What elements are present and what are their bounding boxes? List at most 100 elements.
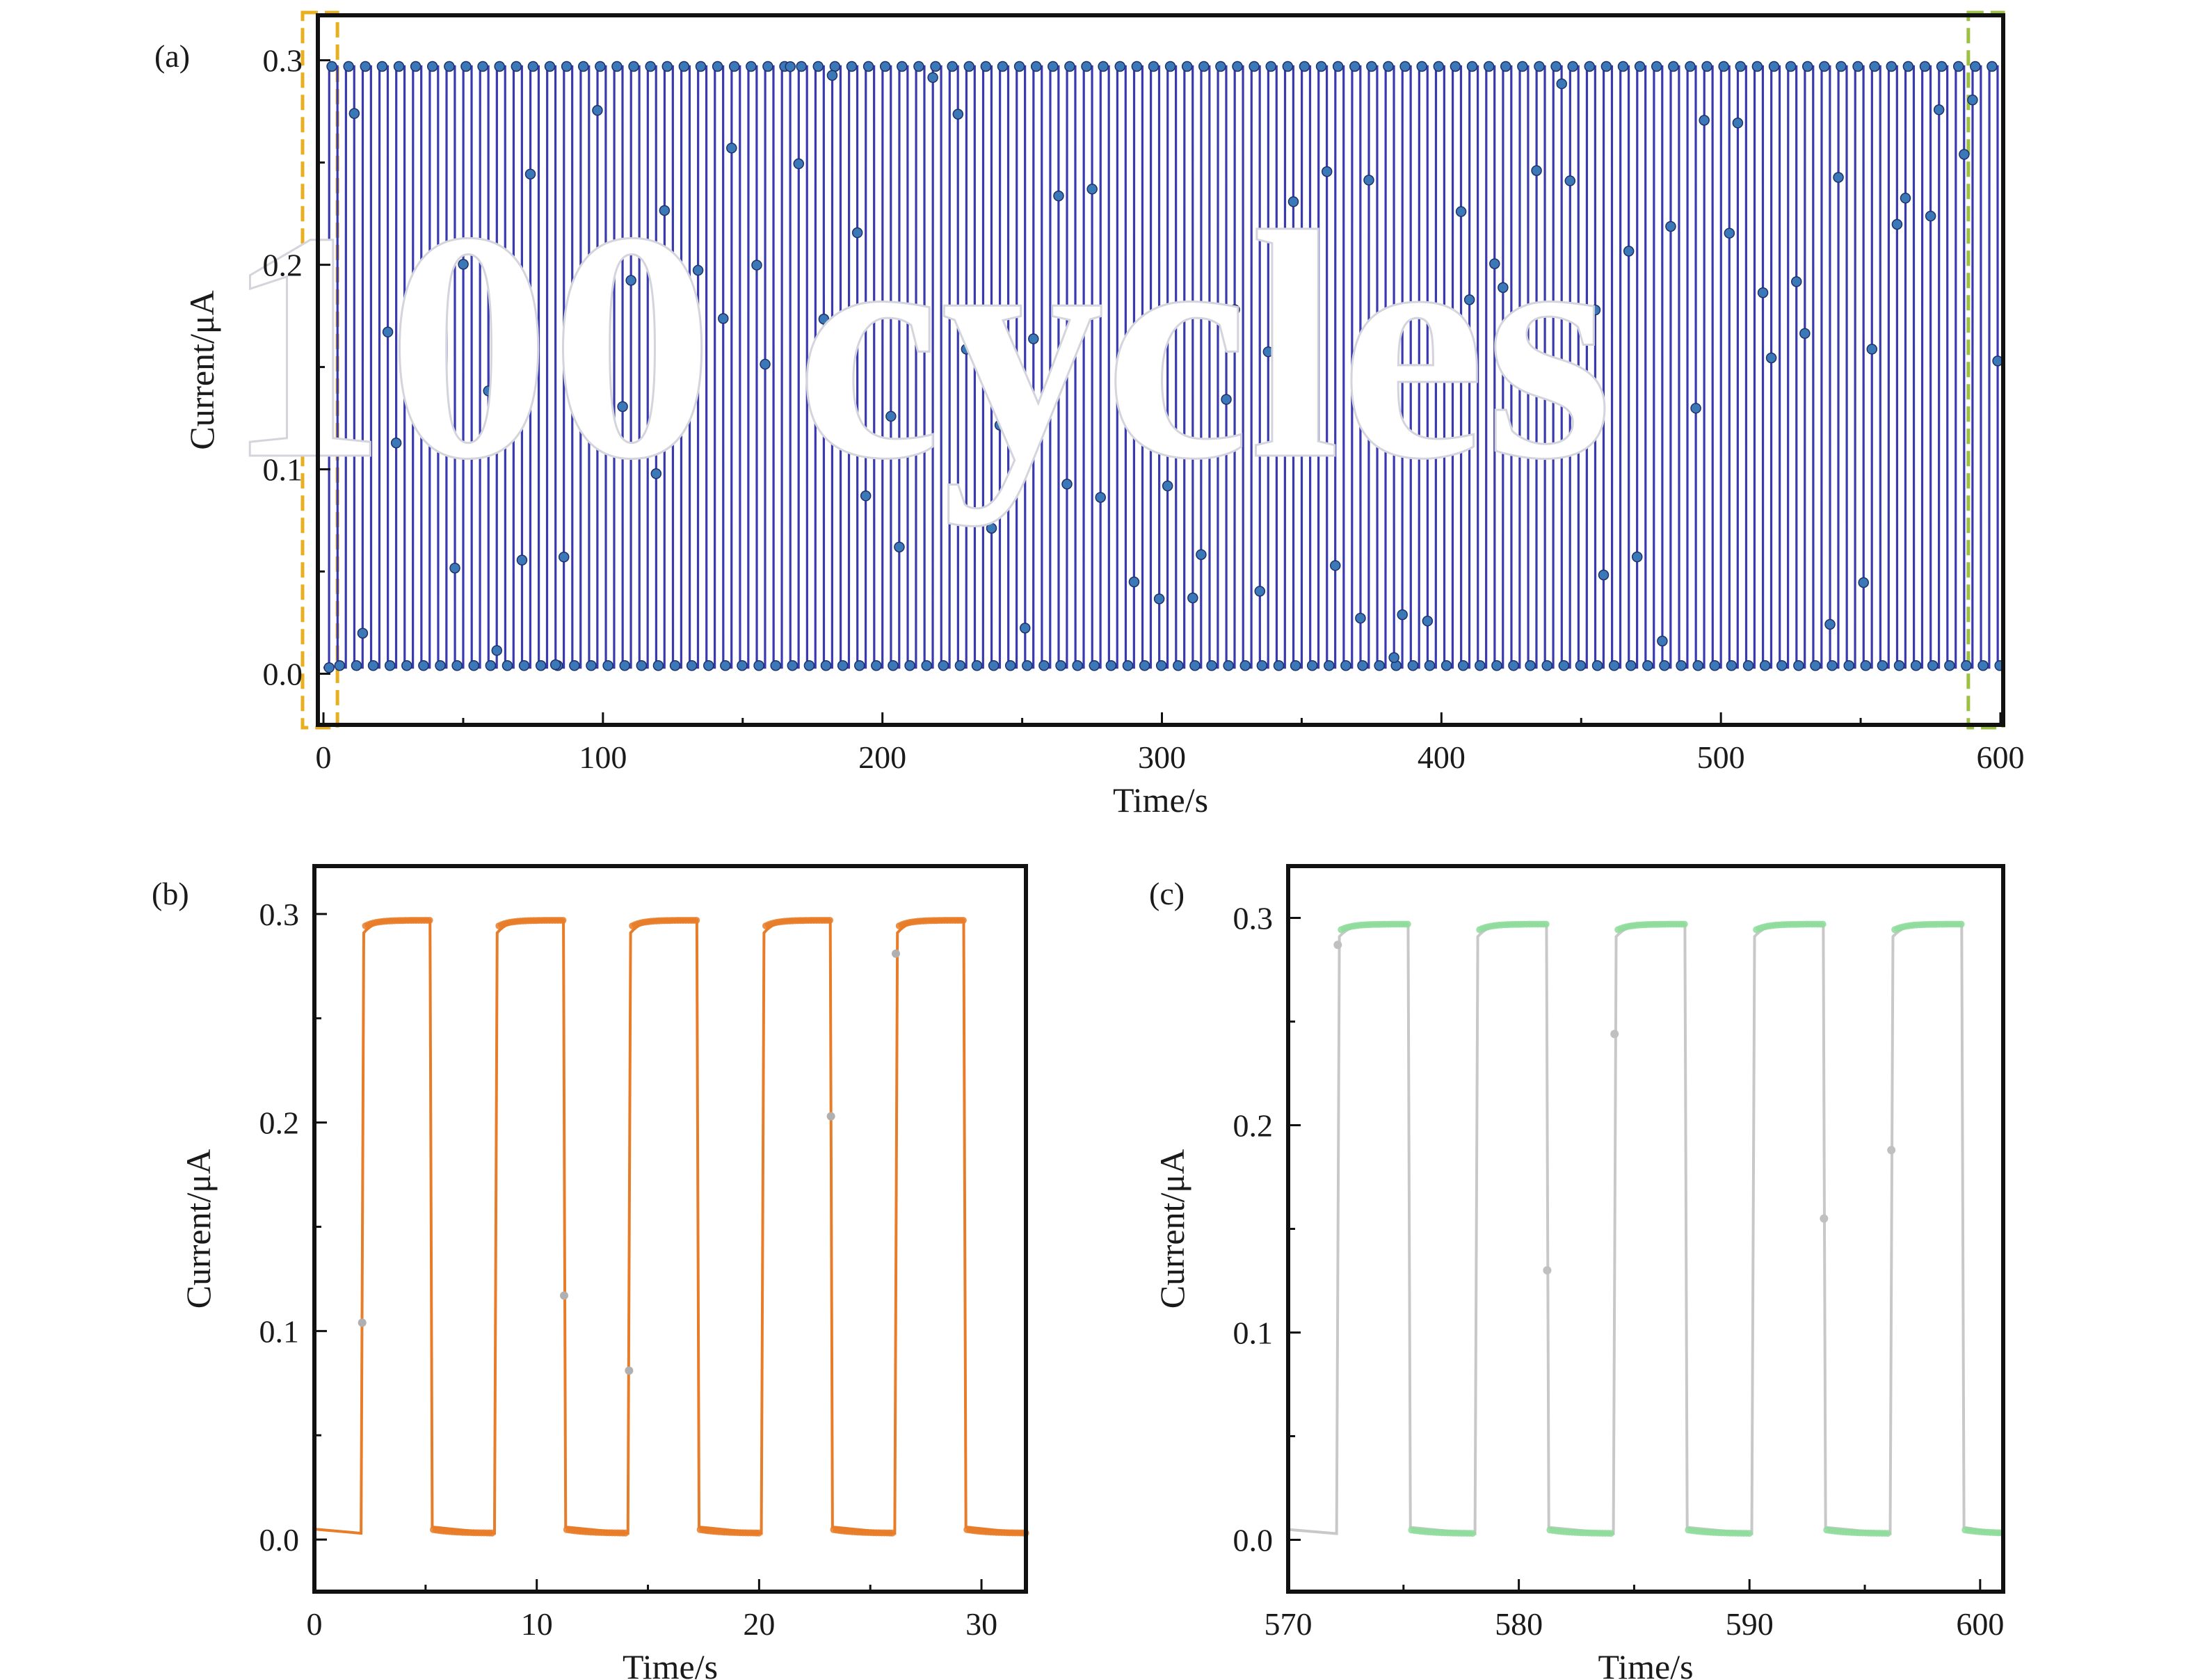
- data-point: [491, 645, 503, 656]
- data-point: [1757, 287, 1769, 298]
- data-point: [1173, 660, 1184, 671]
- data-point: [755, 1529, 763, 1537]
- data-point: [1799, 328, 1811, 339]
- data-point: [669, 660, 681, 671]
- data-point: [753, 660, 764, 671]
- x-tick-label: 500: [1697, 739, 1745, 775]
- data-point: [829, 61, 841, 72]
- data-point: [1626, 660, 1637, 671]
- data-point: [971, 660, 983, 671]
- data-point: [1457, 660, 1469, 671]
- data-point: [1959, 149, 1970, 160]
- data-point: [382, 326, 394, 338]
- data-point: [1105, 660, 1117, 671]
- data-point: [894, 541, 905, 553]
- data-point: [348, 108, 360, 119]
- data-point: [584, 397, 595, 408]
- data-point: [1776, 660, 1788, 671]
- data-point: [628, 61, 639, 72]
- data-point: [1357, 660, 1368, 671]
- data-point: [1623, 246, 1635, 257]
- data-point: [1265, 61, 1276, 72]
- data-point: [796, 61, 807, 72]
- data-point: [1249, 61, 1260, 72]
- data-point: [1424, 660, 1436, 671]
- data-point: [1055, 660, 1066, 671]
- data-point: [1833, 172, 1844, 183]
- data-point: [1869, 61, 1880, 72]
- data-point: [376, 61, 388, 72]
- data-point: [426, 61, 438, 72]
- data-point: [661, 61, 673, 72]
- data-point: [1668, 61, 1679, 72]
- panel-tag: (a): [154, 38, 190, 74]
- data-point: [617, 401, 628, 413]
- data-point: [997, 61, 1009, 72]
- data-point: [1299, 61, 1310, 72]
- data-point: [1541, 660, 1552, 671]
- data-point: [1692, 660, 1703, 671]
- panel-b-chart: 0 10 20 30 0.0 0.1 0.2 0.3 Time/s Current/μA (b): [152, 864, 1029, 1680]
- data-point: [1064, 61, 1075, 72]
- data-point: [1397, 609, 1408, 621]
- data-point: [650, 468, 662, 479]
- y-tick-label: 0.2: [1233, 1108, 1274, 1144]
- y-tick-label: 0.0: [259, 1522, 300, 1558]
- x-tick-label: 0: [307, 1606, 323, 1642]
- data-point: [826, 70, 838, 81]
- data-point: [695, 61, 707, 72]
- data-point: [826, 916, 834, 924]
- data-point: [1827, 660, 1838, 671]
- data-point: [1468, 1530, 1476, 1537]
- data-point: [1232, 61, 1243, 72]
- y-axis-label: Current/μA: [179, 1149, 218, 1309]
- data-point: [1957, 920, 1965, 928]
- data-point: [930, 61, 941, 72]
- panel-c-chart: 570 580 590 600 0.0 0.1 0.2 0.3 Time/s Current/μA…: [1149, 864, 2005, 1680]
- data-point: [1187, 592, 1198, 604]
- data-point: [1053, 190, 1064, 202]
- data-point: [770, 660, 781, 671]
- data-point: [1122, 660, 1134, 671]
- data-point: [516, 554, 528, 566]
- data-point: [1651, 61, 1662, 72]
- data-point: [343, 61, 354, 72]
- data-point: [803, 660, 815, 671]
- transition-point: [560, 1291, 569, 1300]
- data-point: [1500, 61, 1511, 72]
- data-point: [762, 61, 773, 72]
- data-point: [1330, 560, 1341, 571]
- data-point: [1910, 660, 1922, 671]
- data-point: [561, 61, 572, 72]
- data-point: [1709, 660, 1721, 671]
- data-point: [746, 61, 757, 72]
- data-point: [1483, 61, 1495, 72]
- data-point: [1801, 61, 1813, 72]
- data-point: [1332, 61, 1344, 72]
- data-point: [460, 61, 472, 72]
- data-point: [367, 660, 379, 671]
- x-tick-label: 580: [1495, 1606, 1543, 1642]
- data-point: [468, 660, 479, 671]
- x-tick-label: 570: [1265, 1606, 1313, 1642]
- data-point: [1824, 618, 1836, 630]
- data-point: [720, 660, 731, 671]
- data-point: [938, 660, 949, 671]
- data-point: [1148, 61, 1159, 72]
- data-point: [1617, 61, 1629, 72]
- data-point: [1860, 660, 1872, 671]
- data-point: [1843, 660, 1854, 671]
- data-point: [1416, 61, 1427, 72]
- data-point: [1466, 61, 1478, 72]
- data-point: [860, 490, 872, 502]
- data-point: [919, 316, 930, 327]
- data-point: [424, 285, 435, 297]
- data-point: [625, 275, 636, 286]
- data-point: [988, 660, 1000, 671]
- data-point: [1215, 61, 1226, 72]
- data-point: [1196, 549, 1207, 560]
- data-point: [904, 660, 915, 671]
- data-point: [1324, 660, 1335, 671]
- data-point: [760, 358, 771, 370]
- data-point: [558, 551, 570, 563]
